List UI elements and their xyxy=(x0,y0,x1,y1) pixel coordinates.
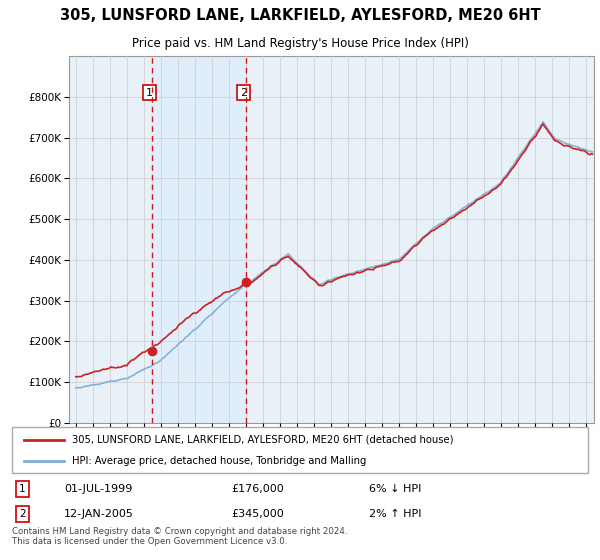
Text: 2: 2 xyxy=(19,509,26,519)
Text: 2: 2 xyxy=(240,88,247,97)
Text: 12-JAN-2005: 12-JAN-2005 xyxy=(64,509,134,519)
Text: 305, LUNSFORD LANE, LARKFIELD, AYLESFORD, ME20 6HT (detached house): 305, LUNSFORD LANE, LARKFIELD, AYLESFORD… xyxy=(73,435,454,445)
Bar xyxy=(152,56,247,423)
Text: £345,000: £345,000 xyxy=(231,509,284,519)
Text: Price paid vs. HM Land Registry's House Price Index (HPI): Price paid vs. HM Land Registry's House … xyxy=(131,37,469,50)
Text: Contains HM Land Registry data © Crown copyright and database right 2024.
This d: Contains HM Land Registry data © Crown c… xyxy=(12,526,347,546)
Text: 1: 1 xyxy=(146,88,153,97)
Text: 01-JUL-1999: 01-JUL-1999 xyxy=(64,484,132,493)
Text: £176,000: £176,000 xyxy=(231,484,284,493)
Text: HPI: Average price, detached house, Tonbridge and Malling: HPI: Average price, detached house, Tonb… xyxy=(73,456,367,466)
Text: 6% ↓ HPI: 6% ↓ HPI xyxy=(369,484,421,493)
Text: 1: 1 xyxy=(19,484,26,493)
Text: 305, LUNSFORD LANE, LARKFIELD, AYLESFORD, ME20 6HT: 305, LUNSFORD LANE, LARKFIELD, AYLESFORD… xyxy=(59,8,541,23)
Text: 2% ↑ HPI: 2% ↑ HPI xyxy=(369,509,422,519)
FancyBboxPatch shape xyxy=(12,427,588,473)
